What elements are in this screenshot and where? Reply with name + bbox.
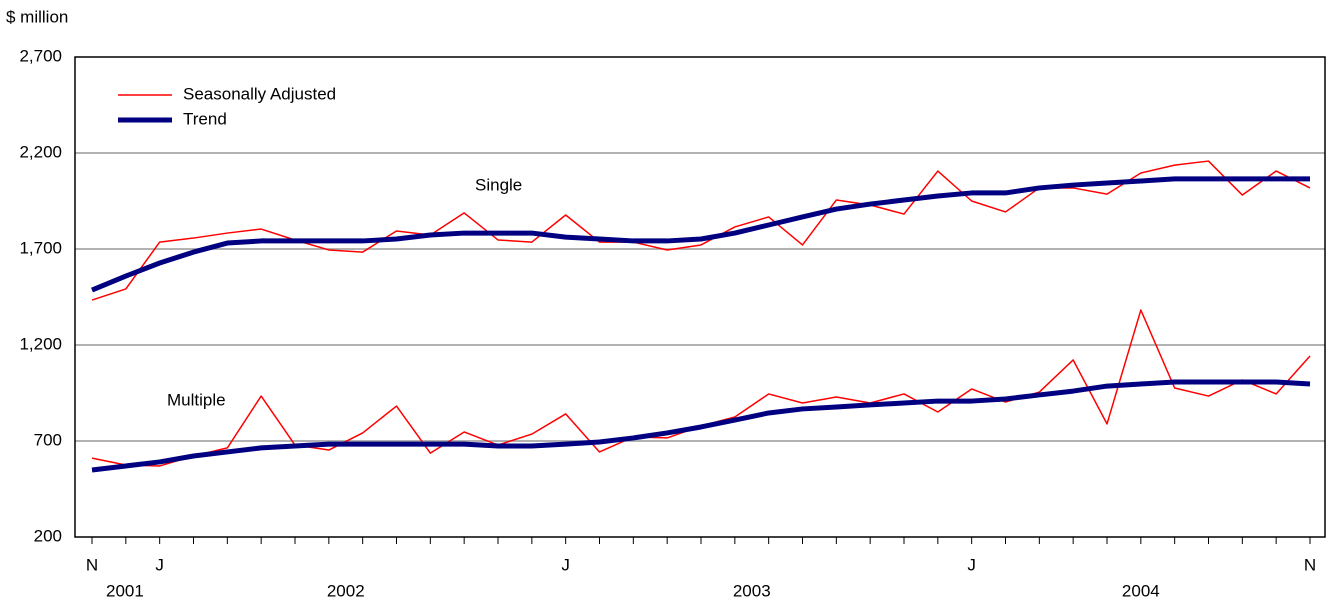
x-tick-label: J [967, 555, 976, 574]
y-tick-label: 700 [34, 430, 62, 449]
legend-label: Trend [183, 109, 227, 128]
y-tick-label: 2,700 [19, 46, 62, 65]
y-tick-label: 200 [34, 526, 62, 545]
series-line [91, 309, 1311, 467]
year-label: 2001 [106, 581, 144, 600]
annotation: Single [475, 175, 522, 194]
plot-frame [74, 56, 1326, 538]
year-label: 2004 [1122, 581, 1160, 600]
x-tick-label: J [561, 555, 570, 574]
y-tick-label: 1,200 [19, 334, 62, 353]
x-tick-label: J [155, 555, 164, 574]
legend-label: Seasonally Adjusted [183, 84, 336, 103]
y-tick-label: 2,200 [19, 142, 62, 161]
year-label: 2003 [733, 581, 771, 600]
y-axis-label: $ million [6, 7, 68, 26]
x-tick-label: N [86, 555, 98, 574]
annotation: Multiple [167, 390, 226, 409]
year-label: 2002 [327, 581, 365, 600]
y-tick-label: 1,700 [19, 238, 62, 257]
series-line [91, 176, 1310, 293]
x-tick-label: N [1304, 555, 1316, 574]
series-line [91, 379, 1311, 473]
